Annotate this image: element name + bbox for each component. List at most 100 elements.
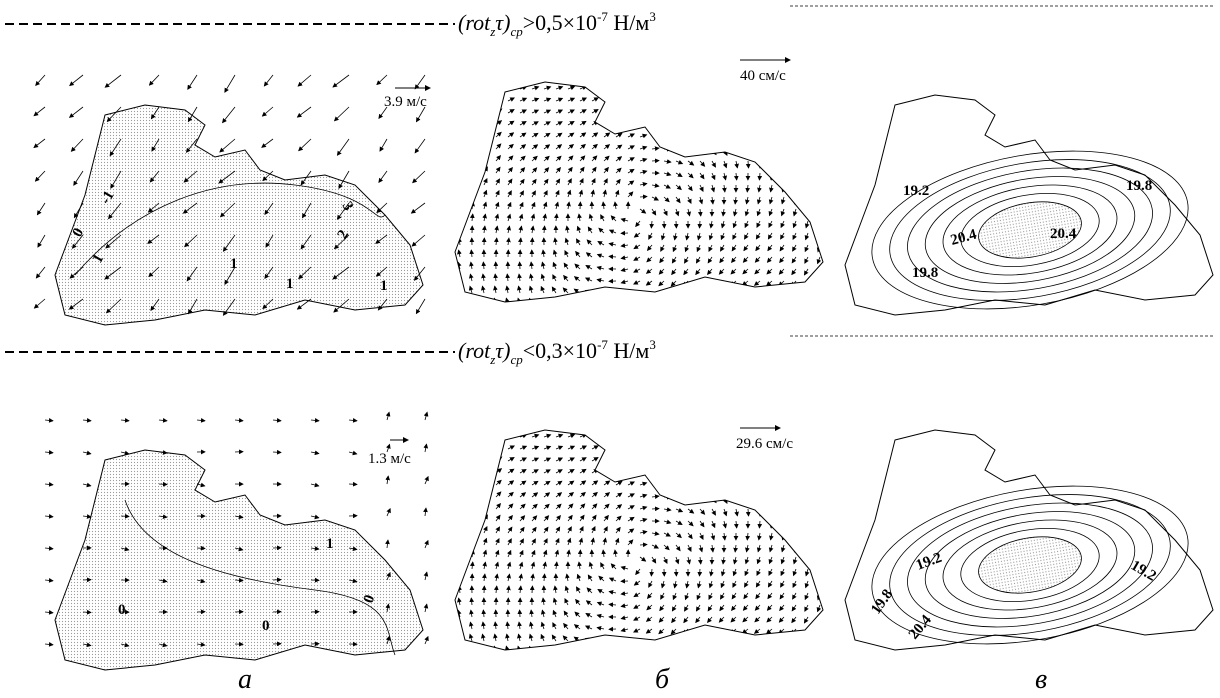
arrow [718, 641, 724, 645]
arrow [349, 452, 357, 454]
arrow [712, 101, 718, 105]
arrow [687, 233, 688, 240]
arrow [757, 569, 760, 575]
arrow [712, 545, 713, 552]
arrow [530, 634, 532, 641]
arrow [768, 593, 772, 599]
arrow [532, 214, 534, 221]
current-map [455, 72, 823, 311]
arrow [556, 133, 562, 137]
arrow [700, 557, 701, 564]
arrow [83, 516, 91, 517]
arrow [544, 458, 550, 461]
arrow [496, 86, 502, 89]
arrow [568, 167, 572, 173]
arrow [603, 202, 604, 209]
arrow [819, 569, 820, 576]
arrow [732, 257, 736, 262]
arrow [379, 171, 387, 182]
arrow [556, 435, 563, 437]
arrow [532, 435, 539, 437]
arrow [700, 137, 706, 141]
arrow [472, 479, 476, 485]
arrow [601, 215, 604, 221]
arrow [542, 610, 544, 617]
arrow [34, 107, 45, 116]
arrow [576, 587, 580, 593]
wind-map [34, 75, 425, 325]
arrow [520, 203, 523, 209]
arrow [578, 574, 580, 581]
arrow [758, 545, 760, 552]
arrow [483, 274, 484, 281]
arrow [724, 473, 728, 479]
arrow [700, 149, 705, 154]
arrow [520, 551, 523, 557]
arrow [779, 269, 784, 274]
arrow [149, 75, 159, 85]
arrow [756, 245, 760, 251]
arrow [712, 485, 717, 490]
arrow [791, 653, 796, 658]
arrow [425, 637, 428, 644]
arrow [598, 254, 604, 257]
arrow [779, 293, 784, 298]
arrow [38, 235, 45, 247]
arrow [748, 101, 751, 107]
arrow [553, 611, 556, 617]
arrow [736, 425, 740, 431]
arrow [700, 101, 706, 104]
arrow [575, 612, 580, 617]
arrow [556, 110, 562, 113]
arrow [621, 605, 628, 607]
arrow [592, 481, 598, 485]
arrow [736, 89, 740, 95]
arrow [580, 527, 583, 533]
arrow [349, 420, 357, 421]
arrow [700, 425, 706, 428]
arrow [544, 75, 551, 77]
arrow [651, 569, 652, 576]
arrow [460, 455, 464, 461]
arrow [544, 214, 546, 221]
arrow [700, 77, 706, 80]
arrow [748, 161, 749, 168]
arrow [793, 221, 796, 228]
arrow [580, 422, 587, 425]
arrow [742, 293, 748, 297]
contour-label: 0 [118, 602, 126, 618]
arrow [71, 139, 83, 151]
arrow [807, 557, 808, 564]
arrow [795, 533, 796, 540]
arrow [45, 644, 53, 645]
arrow [484, 574, 485, 581]
arrow [628, 470, 634, 473]
arrow [640, 435, 647, 437]
arrow [556, 98, 562, 101]
arrow [820, 149, 821, 156]
arrow [647, 269, 652, 273]
arrow [568, 121, 574, 125]
arrow [711, 221, 712, 228]
arrow [806, 233, 808, 240]
arrow [592, 74, 598, 77]
arrow [484, 85, 490, 89]
arrow [796, 473, 797, 480]
arrow [805, 245, 808, 251]
arrow [808, 449, 810, 456]
arrow [628, 134, 634, 137]
arrow [743, 257, 748, 262]
arrow [460, 107, 464, 113]
arrow [484, 190, 486, 197]
arrow [472, 538, 474, 545]
arrow [544, 156, 549, 161]
arrow [556, 493, 562, 497]
arrow [496, 445, 502, 449]
arrow [709, 245, 712, 251]
arrow [756, 233, 760, 239]
arrow [724, 521, 726, 528]
contour-label: 19.8 [1126, 178, 1152, 194]
arrow [688, 509, 694, 513]
arrow [708, 257, 712, 263]
arrow [532, 539, 535, 545]
